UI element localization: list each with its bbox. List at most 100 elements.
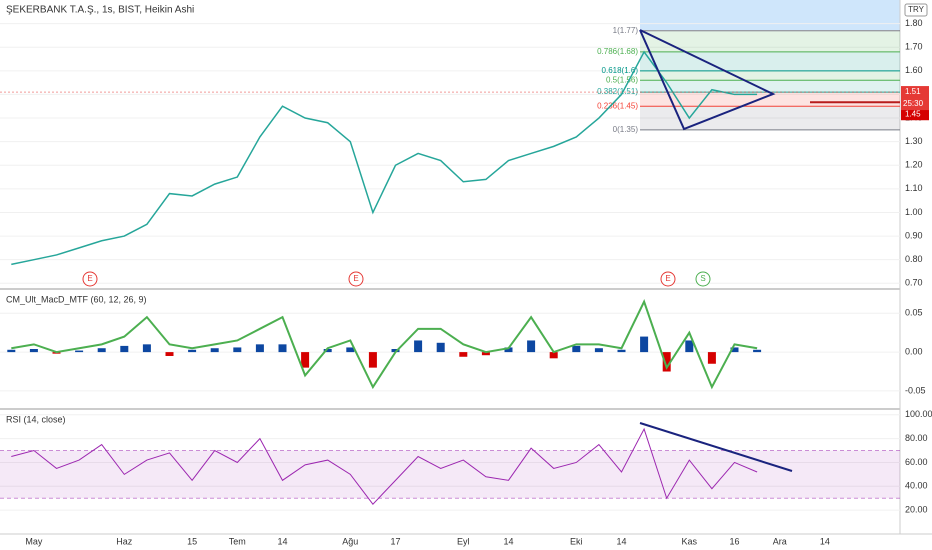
x-tick-label: Ağu <box>342 536 358 546</box>
y-tick-label: 20.00 <box>905 505 928 515</box>
fib-band <box>640 106 900 130</box>
histogram-bar <box>459 352 468 357</box>
histogram-bar <box>662 352 671 372</box>
fib-band <box>640 30 900 52</box>
histogram-bar <box>97 348 106 353</box>
x-tick-label: Eyl <box>457 536 470 546</box>
histogram-bar <box>617 349 626 353</box>
histogram-bar <box>391 349 400 353</box>
histogram-bar <box>29 349 38 353</box>
fib-band <box>640 80 900 93</box>
histogram-bar <box>7 349 16 353</box>
y-tick-label: 0.00 <box>905 346 923 356</box>
panel-title: RSI (14, close) <box>6 414 66 424</box>
currency[interactable]: TRY <box>908 5 925 14</box>
macd-line <box>11 299 758 390</box>
x-tick-label: Tem <box>229 536 246 546</box>
x-tick-label: 14 <box>616 536 626 546</box>
event-label: S <box>700 274 705 283</box>
panel-title: CM_Ult_MacD_MTF (60, 12, 26, 9) <box>6 294 147 304</box>
price-line <box>11 50 758 266</box>
event-label: E <box>353 274 358 283</box>
y-tick-label: 1.60 <box>905 65 923 75</box>
x-tick-label: Ara <box>773 536 787 546</box>
price-tag-label: 1.51 <box>905 87 921 96</box>
histogram-bar <box>188 349 197 353</box>
y-tick-label: 1.00 <box>905 207 923 217</box>
x-tick-label: Eki <box>570 536 583 546</box>
fib-label: 0.236(1.45) <box>597 101 638 110</box>
histogram-bar <box>323 349 332 353</box>
histogram-bar <box>753 349 762 353</box>
histogram-bar <box>301 352 310 368</box>
histogram-bar <box>527 340 536 353</box>
y-tick-label: 1.30 <box>905 136 923 146</box>
event-marker <box>348 271 364 287</box>
histogram-bar <box>730 347 739 353</box>
histogram-bar <box>120 345 129 353</box>
y-tick-label: -0.05 <box>905 385 926 395</box>
x-tick-label: Kas <box>682 536 698 546</box>
y-tick-label: 0.05 <box>905 308 923 318</box>
y-tick-label: 0.90 <box>905 230 923 240</box>
fib-label: 0.5(1.56) <box>606 75 638 84</box>
event-label: E <box>665 274 670 283</box>
rsi-band <box>0 450 900 499</box>
price-tag-label: 1.45 <box>905 109 921 118</box>
histogram-bar <box>572 345 581 353</box>
price-tag <box>901 108 929 121</box>
y-tick-label: 1.80 <box>905 18 923 28</box>
fib-label: 0.618(1.6) <box>602 66 639 75</box>
histogram-bar <box>640 336 649 353</box>
histogram-bar <box>255 344 264 353</box>
histogram-bar <box>504 347 513 353</box>
x-tick-label: 17 <box>390 536 400 546</box>
histogram-bar <box>142 344 151 353</box>
x-tick-label: 14 <box>503 536 513 546</box>
event-marker <box>660 271 676 287</box>
y-tick-label: 100.00 <box>905 409 932 419</box>
histogram-bar <box>436 342 445 353</box>
histogram-bar <box>278 344 287 353</box>
x-tick-label: 15 <box>187 536 197 546</box>
event-label: E <box>87 274 92 283</box>
y-tick-label: 1.20 <box>905 160 923 170</box>
histogram-bar <box>346 347 355 353</box>
histogram-bar <box>165 352 174 356</box>
rsi-line <box>11 427 758 505</box>
chart-title: ŞEKERBANK T.A.Ş., 1s, BIST, Heikin Ashi <box>6 5 194 16</box>
x-tick-label: 14 <box>277 536 287 546</box>
fib-label: 0(1.35) <box>613 125 639 134</box>
fib-label: 1(1.77) <box>613 26 639 35</box>
y-tick-label: 1.10 <box>905 183 923 193</box>
histogram-bar <box>594 348 603 353</box>
histogram-bar <box>685 340 694 353</box>
y-tick-label: 1.70 <box>905 42 923 52</box>
y-tick-label: 0.70 <box>905 278 923 288</box>
y-tick-label: 80.00 <box>905 433 928 443</box>
histogram-bar <box>75 350 84 353</box>
event-marker <box>82 271 98 287</box>
x-tick-label: 14 <box>820 536 830 546</box>
x-tick-label: 16 <box>729 536 739 546</box>
histogram-bar <box>233 347 242 353</box>
histogram-bar <box>707 352 716 364</box>
countdown-tag <box>901 98 929 111</box>
histogram-bar <box>210 348 219 353</box>
y-tick-label: 60.00 <box>905 457 928 467</box>
histogram-bar <box>414 340 423 353</box>
countdown: 25:30 <box>903 99 924 108</box>
x-tick-label: Haz <box>116 536 133 546</box>
x-tick-label: May <box>25 536 43 546</box>
price-tag <box>901 86 929 99</box>
event-marker <box>695 271 711 287</box>
y-tick-label: 0.80 <box>905 254 923 264</box>
fib-band <box>640 70 900 81</box>
histogram-bar <box>549 352 558 359</box>
fib-label: 0.786(1.68) <box>597 47 638 56</box>
histogram-bar <box>481 352 490 356</box>
histogram-bar <box>368 352 377 368</box>
fib-band <box>640 51 900 71</box>
y-tick-label: 40.00 <box>905 481 928 491</box>
